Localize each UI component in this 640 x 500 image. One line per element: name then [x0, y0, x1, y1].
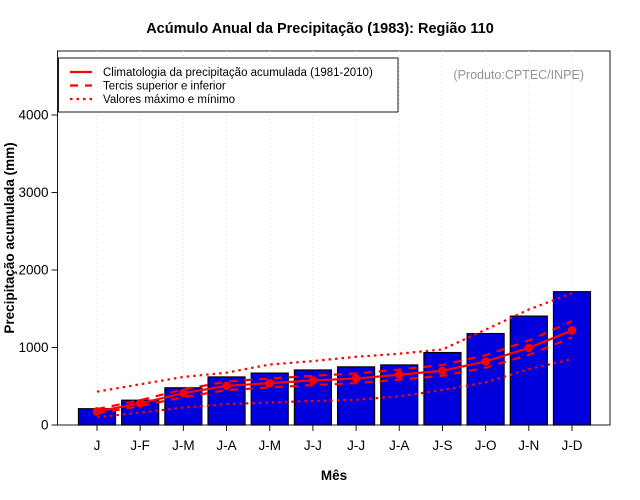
axes: 0 1000 2000 3000 4000 J J-F J-M J-A J-M J-J J-J J-A J…	[18, 108, 582, 454]
x-tick-label: J-A	[216, 438, 236, 453]
bar-J-N	[509, 315, 548, 426]
y-tick-label: 2000	[18, 263, 48, 278]
x-tick-label: J-D	[561, 438, 582, 453]
x-tick-label: J-N	[518, 438, 539, 453]
produto-annotation: (Produto:CPTEC/INPE)	[453, 68, 584, 82]
series-line	[96, 358, 573, 419]
climatology-point	[179, 388, 188, 398]
x-tick-label: J-O	[475, 438, 497, 453]
x-tick-label: J-J	[347, 438, 365, 453]
series-line	[96, 329, 573, 413]
climatology-point	[438, 366, 447, 376]
climatology-point	[135, 399, 145, 408]
x-tick-label: J-A	[389, 438, 409, 453]
y-tick-label: 3000	[18, 185, 48, 200]
legend: Climatologia da precipitação acumulada (…	[58, 57, 399, 113]
climatology-point	[394, 370, 404, 379]
plot-box	[57, 50, 611, 426]
legend-box	[58, 57, 399, 113]
series-lines	[92, 292, 577, 419]
climatology-point	[351, 374, 361, 383]
y-axis-title: Precipitação acumulada (mm)	[2, 142, 17, 333]
x-tick-label: J-J	[304, 438, 322, 453]
x-tick-label: J-M	[172, 438, 195, 453]
climatology-point	[265, 378, 275, 388]
bar-J-D	[552, 291, 592, 426]
series-line	[96, 336, 573, 415]
climatology-point	[524, 343, 534, 353]
climatology-point	[308, 376, 318, 385]
legend-label-tercis: Tercis superior e inferior	[103, 81, 226, 93]
x-tick-label: J-M	[258, 438, 281, 453]
legend-label-max-min: Valores máximo e mínimo	[103, 94, 235, 106]
x-tick-label: J	[94, 438, 101, 453]
series-line	[96, 320, 573, 411]
climatology-point	[481, 357, 490, 366]
climatology-point	[92, 407, 102, 416]
x-tick-label: J-F	[130, 438, 150, 453]
x-axis-title: Mês	[321, 468, 347, 483]
legend-label-climatologia: Climatologia da precipitação acumulada (…	[103, 67, 373, 79]
climatology-point	[567, 326, 577, 335]
chart-title: Acúmulo Anual da Precipitação (1983): Re…	[146, 21, 494, 37]
y-tick-label: 4000	[18, 108, 48, 123]
series-line	[96, 292, 573, 393]
y-tick-label: 1000	[18, 340, 48, 355]
y-tick-label: 0	[41, 418, 49, 433]
x-tick-label: J-S	[432, 438, 452, 453]
climatology-point	[222, 381, 231, 391]
